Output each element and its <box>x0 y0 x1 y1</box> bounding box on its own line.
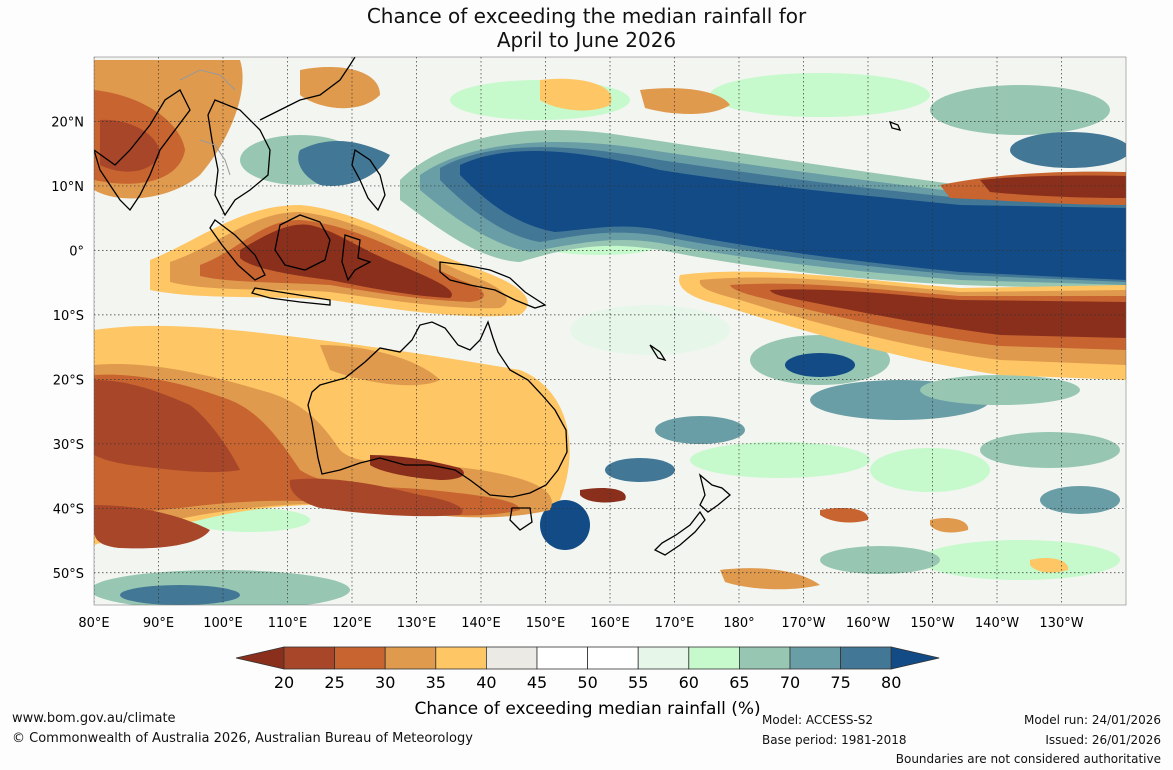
new-zealand-north-coastline <box>698 473 732 513</box>
india-coastline <box>94 89 191 212</box>
new-guinea-coastline <box>439 261 547 309</box>
coastlines <box>94 57 902 556</box>
footer-issued: Issued: 26/01/2026 <box>1045 733 1161 747</box>
australia-coastline <box>307 320 568 498</box>
new-zealand-south-coastline <box>653 510 706 556</box>
colorbar-swatch <box>789 646 841 670</box>
colorbar-tick-label: 35 <box>426 673 446 692</box>
borneo-coastline <box>274 214 331 271</box>
graticule <box>94 57 1126 605</box>
lon-tick-label: 170°W <box>781 616 825 631</box>
colorbar-tick-label: 40 <box>476 673 496 692</box>
sulawesi-coastline <box>341 234 372 282</box>
tasmania-coastline <box>509 507 533 531</box>
lon-tick-label: 120°E <box>332 616 372 631</box>
lat-tick-label: 40°S <box>53 502 84 517</box>
colorbar-swatch <box>384 646 437 670</box>
lon-tick-label: 90°E <box>143 616 174 631</box>
lat-tick-label: 20°N <box>51 115 84 130</box>
lat-tick-label: 10°S <box>53 309 84 324</box>
latitude-labels: 20°N 10°N 0° 10°S 20°S 30°S 40°S 50°S <box>51 115 84 581</box>
sumatra-coastline <box>209 219 266 281</box>
lon-tick-label: 110°E <box>268 616 308 631</box>
footer-url: www.bom.gov.au/climate <box>12 711 176 726</box>
colorbar-swatch <box>435 646 487 670</box>
colorbar-tick-label: 75 <box>830 673 850 692</box>
northwest-dry-region <box>94 60 730 199</box>
colorbar-swatch <box>587 646 639 670</box>
philippines-coastline <box>351 148 386 212</box>
colorbar-tick-label: 30 <box>375 673 395 692</box>
colorbar-arrow-high <box>890 646 940 670</box>
lon-tick-label: 140°W <box>975 616 1019 631</box>
lon-tick-label: 150°E <box>526 616 566 631</box>
lat-tick-label: 20°S <box>53 373 84 388</box>
colorbar-tick-label: 65 <box>729 673 749 692</box>
map-frame <box>93 56 1127 606</box>
chart-title: Chance of exceeding the median rainfall … <box>0 4 1173 52</box>
longitude-labels: 80°E 90°E 100°E 110°E 120°E 130°E 140°E 150°E 16… <box>78 616 1083 631</box>
lon-tick-label: 150°W <box>910 616 954 631</box>
colorbar-swatch <box>536 646 588 670</box>
indochina-coastline <box>207 99 271 217</box>
australia-dry-region <box>94 325 1069 590</box>
china-coastline <box>259 57 356 121</box>
hawaii-coastline <box>888 120 902 131</box>
rainfall-probability-field <box>94 57 1126 605</box>
colorbar-arrow-low <box>235 646 285 670</box>
colorbar-tick-label: 50 <box>577 673 597 692</box>
footer-model-run: Model run: 24/01/2026 <box>1023 713 1161 727</box>
lon-tick-label: 160°E <box>590 616 630 631</box>
lat-tick-label: 0° <box>69 244 84 259</box>
colorbar-swatch <box>283 646 335 670</box>
lat-tick-label: 50°S <box>53 567 84 582</box>
lat-tick-label: 30°S <box>53 438 84 453</box>
colorbar-tick-label: 20 <box>274 673 294 692</box>
lon-tick-label: 130°E <box>397 616 437 631</box>
lon-tick-label: 160°W <box>846 616 890 631</box>
java-coastline <box>251 287 331 306</box>
footer-copyright: © Commonwealth of Australia 2026, Austra… <box>12 731 473 746</box>
colorbar-swatch <box>485 646 538 670</box>
colorbar-swatch <box>334 646 386 670</box>
colorbar-swatch <box>840 646 892 670</box>
title-line-1: Chance of exceeding the median rainfall … <box>366 4 807 28</box>
colorbar-swatch <box>688 646 740 670</box>
colorbar-tick-label: 55 <box>628 673 648 692</box>
footer-model: Model: ACCESS-S2 <box>762 713 874 727</box>
footer-disclaimer: Boundaries are not considered authoritat… <box>895 752 1161 766</box>
lon-tick-label: 140°E <box>461 616 501 631</box>
colorbar-tick-label: 45 <box>527 673 547 692</box>
country-borders <box>179 69 236 176</box>
lon-tick-label: 170°E <box>655 616 695 631</box>
title-line-2: April to June 2026 <box>496 28 677 52</box>
lon-tick-label: 100°E <box>203 616 243 631</box>
colorbar-caption: Chance of exceeding median rainfall (%) <box>414 699 760 719</box>
colorbar-tick-label: 60 <box>679 673 699 692</box>
colorbar-swatch <box>739 646 791 670</box>
colorbar: 20 25 30 35 40 45 50 55 60 65 70 75 80 Chance of exce… <box>235 646 940 719</box>
lon-tick-label: 180° <box>723 616 754 631</box>
colorbar-tick-label: 25 <box>324 673 344 692</box>
new-caledonia-coastline <box>649 344 667 362</box>
pacific-wet-tongue <box>298 130 1126 290</box>
colorbar-tick-label: 80 <box>881 673 901 692</box>
lon-tick-label: 130°W <box>1039 616 1083 631</box>
colorbar-tick-label: 70 <box>780 673 800 692</box>
lat-tick-label: 10°N <box>51 180 84 195</box>
pacific-dry-band <box>679 171 1126 380</box>
lon-tick-label: 80°E <box>78 616 109 631</box>
footer-base-period: Base period: 1981-2018 <box>762 733 907 747</box>
colorbar-swatch <box>637 646 690 670</box>
